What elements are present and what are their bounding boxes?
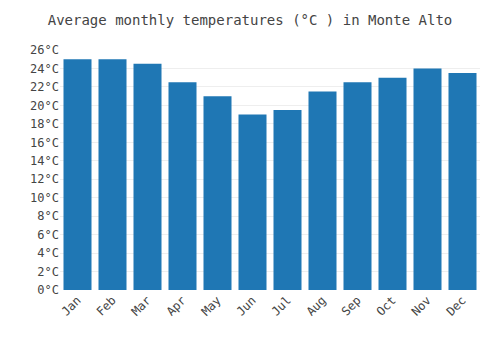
- svg-text:May: May: [199, 293, 224, 318]
- svg-text:Oct: Oct: [374, 293, 399, 318]
- svg-text:6°C: 6°C: [37, 228, 59, 242]
- svg-text:20°C: 20°C: [30, 99, 59, 113]
- svg-text:Feb: Feb: [94, 293, 119, 318]
- svg-text:10°C: 10°C: [30, 191, 59, 205]
- svg-text:0°C: 0°C: [37, 283, 59, 297]
- svg-text:2°C: 2°C: [37, 265, 59, 279]
- svg-text:4°C: 4°C: [37, 246, 59, 260]
- svg-text:22°C: 22°C: [30, 80, 59, 94]
- svg-text:Jun: Jun: [234, 293, 259, 318]
- svg-text:8°C: 8°C: [37, 209, 59, 223]
- svg-text:Jan: Jan: [59, 293, 84, 318]
- svg-text:18°C: 18°C: [30, 117, 59, 131]
- svg-text:24°C: 24°C: [30, 62, 59, 76]
- svg-text:Aug: Aug: [304, 293, 329, 318]
- svg-text:16°C: 16°C: [30, 136, 59, 150]
- svg-text:Dec: Dec: [444, 293, 469, 318]
- svg-text:Average monthly temperatures (: Average monthly temperatures (°C ) in Mo…: [48, 12, 453, 28]
- svg-text:12°C: 12°C: [30, 172, 59, 186]
- svg-text:Sep: Sep: [339, 293, 364, 318]
- svg-text:Mar: Mar: [129, 293, 154, 318]
- svg-text:Jul: Jul: [269, 293, 294, 318]
- svg-text:14°C: 14°C: [30, 154, 59, 168]
- svg-text:26°C: 26°C: [30, 43, 59, 57]
- svg-text:Nov: Nov: [409, 293, 434, 318]
- svg-text:Apr: Apr: [164, 293, 189, 318]
